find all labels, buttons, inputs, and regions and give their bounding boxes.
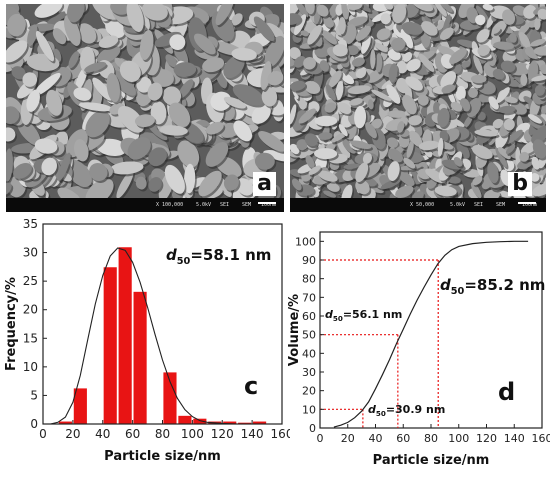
d50-high-annotation-value: =85.2 nm bbox=[464, 276, 545, 294]
x-tick-label: 0 bbox=[317, 432, 324, 445]
y-tick-label: 40 bbox=[302, 347, 316, 360]
sem-kv-a: 5.0kV bbox=[196, 198, 211, 212]
cumulative-svg: 0 20 40 60 80 100 120 140 160 0 10 20 30 40 50 60 70 80 90… bbox=[284, 214, 550, 472]
panel-letter-b: b bbox=[508, 172, 532, 196]
cumulative-chart: 0 20 40 60 80 100 120 140 160 0 10 20 30 40 50 60 70 80 90… bbox=[284, 214, 550, 474]
sem-texture-a bbox=[6, 4, 284, 198]
x-tick-label: 120 bbox=[476, 432, 497, 445]
sem-infobar-b: X 50,000 5.0kV SEI SEM 100nm bbox=[290, 198, 546, 212]
x-tick-label: 140 bbox=[241, 427, 264, 441]
sem-mag-b: X 50,000 bbox=[410, 198, 434, 212]
panel-letter-a: a bbox=[253, 172, 276, 196]
d50-high-annotation-subscript: 50 bbox=[451, 286, 465, 297]
x-tick-label: 100 bbox=[181, 427, 204, 441]
d50-mid-annotation: d50=56.1 nm bbox=[325, 308, 402, 323]
sem-mode-b: SEI bbox=[474, 198, 483, 212]
x-tick-label: 160 bbox=[532, 432, 550, 445]
sem-scalebar-b bbox=[518, 202, 536, 204]
sem-scale-a: 100nm bbox=[261, 198, 276, 212]
median-annotation-value: =58.1 nm bbox=[190, 246, 271, 264]
y-tick-label: 60 bbox=[302, 310, 316, 323]
x-tick-label: 80 bbox=[155, 427, 170, 441]
sem-det-a: SEM bbox=[242, 198, 251, 212]
x-axis-title: Particle size/nm bbox=[373, 453, 490, 468]
y-tick-label: 100 bbox=[295, 235, 316, 248]
d50-mid-annotation-subscript: 50 bbox=[333, 314, 343, 323]
x-tick-label: 0 bbox=[39, 427, 47, 441]
y-tick-label: 20 bbox=[302, 385, 316, 398]
y-tick-label: 20 bbox=[23, 303, 38, 317]
y-tick-label: 35 bbox=[23, 217, 38, 231]
sem-mode-a: SEI bbox=[220, 198, 229, 212]
median-annotation-prefix: d bbox=[166, 246, 177, 264]
y-axis-title: Volume/% bbox=[287, 294, 302, 366]
x-axis-title: Particle size/nm bbox=[104, 449, 221, 464]
sem-scalebar-a bbox=[258, 202, 276, 204]
sem-scale-b: 100nm bbox=[522, 198, 537, 212]
x-tick-label: 60 bbox=[396, 432, 410, 445]
y-tick-label: 10 bbox=[302, 403, 316, 416]
d50-mid-annotation-value: =56.1 nm bbox=[343, 308, 402, 321]
histogram-bar bbox=[163, 372, 177, 424]
d50-low-annotation: d50=30.9 nm bbox=[368, 403, 445, 418]
x-tick-label: 80 bbox=[424, 432, 438, 445]
x-tick-label: 140 bbox=[504, 432, 525, 445]
y-tick-label: 15 bbox=[23, 331, 38, 345]
d50-high-annotation-prefix: d bbox=[440, 276, 451, 294]
x-tick-label: 20 bbox=[341, 432, 355, 445]
y-tick-label: 80 bbox=[302, 273, 316, 286]
d50-low-annotation-prefix: d bbox=[368, 403, 376, 416]
histogram-bar bbox=[178, 415, 192, 424]
histogram-bar bbox=[118, 247, 132, 424]
y-tick-label: 5 bbox=[30, 388, 38, 402]
x-tick-label: 40 bbox=[95, 427, 110, 441]
x-tick-label: 20 bbox=[65, 427, 80, 441]
sem-image-a: X 100,000 5.0kV SEI SEM 100nm a bbox=[6, 4, 284, 212]
sem-texture-b bbox=[290, 4, 546, 198]
x-tick-label: 100 bbox=[448, 432, 469, 445]
histogram-bar bbox=[133, 291, 147, 424]
median-annotation-subscript: 50 bbox=[177, 256, 191, 267]
histogram-bar bbox=[103, 267, 117, 424]
median-annotation: d50=58.1 nm bbox=[166, 246, 271, 267]
y-tick-label: 70 bbox=[302, 291, 316, 304]
sem-det-b: SEM bbox=[496, 198, 505, 212]
y-tick-label: 25 bbox=[23, 274, 38, 288]
y-tick-label: 30 bbox=[302, 366, 316, 379]
x-tick-label: 60 bbox=[125, 427, 140, 441]
y-tick-label: 0 bbox=[30, 417, 38, 431]
d50-low-annotation-value: =30.9 nm bbox=[386, 403, 445, 416]
panel-letter-c: c bbox=[244, 372, 258, 400]
d50-mid-annotation-prefix: d bbox=[325, 308, 333, 321]
sem-mag-a: X 100,000 bbox=[156, 198, 183, 212]
sem-kv-b: 5.0kV bbox=[450, 198, 465, 212]
y-axis-title: Frequency/% bbox=[4, 277, 19, 371]
panel-letter-d: d bbox=[498, 378, 515, 406]
y-tick-label: 90 bbox=[302, 254, 316, 267]
x-tick-label: 120 bbox=[211, 427, 234, 441]
d50-low-annotation-subscript: 50 bbox=[376, 409, 386, 418]
y-tick-label: 0 bbox=[309, 422, 316, 435]
sem-infobar-a: X 100,000 5.0kV SEI SEM 100nm bbox=[6, 198, 284, 212]
y-tick-label: 10 bbox=[23, 360, 38, 374]
d50-high-annotation: d50=85.2 nm bbox=[440, 276, 545, 297]
sem-image-b: X 50,000 5.0kV SEI SEM 100nm b bbox=[290, 4, 546, 212]
y-tick-label: 30 bbox=[23, 246, 38, 260]
y-tick-label: 50 bbox=[302, 329, 316, 342]
x-tick-label: 40 bbox=[369, 432, 383, 445]
